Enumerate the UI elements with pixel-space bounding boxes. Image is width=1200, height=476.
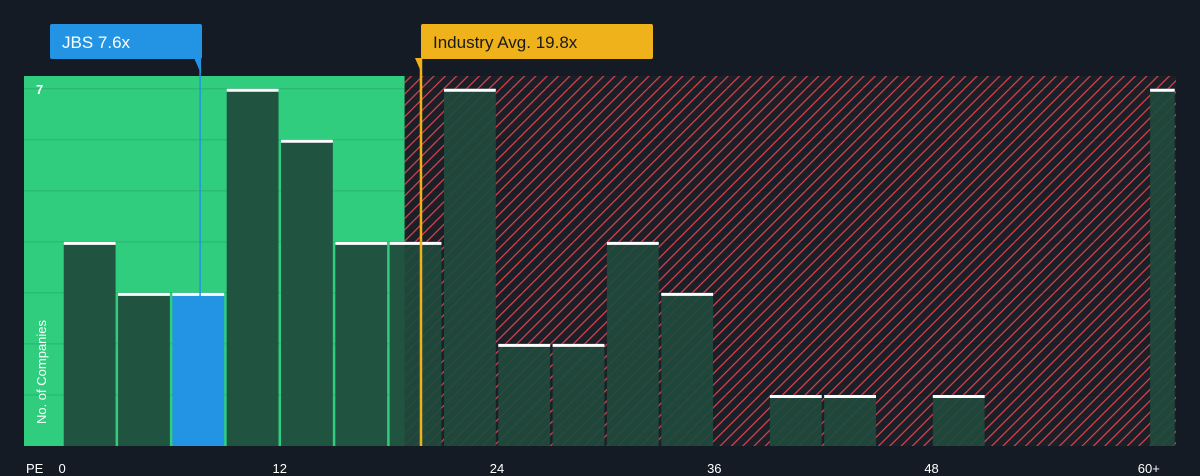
histogram-bar [1150, 88, 1175, 447]
x-tick-label: 0 [59, 461, 66, 476]
histogram-bar [63, 241, 116, 446]
x-tick-label: 48 [924, 461, 938, 476]
histogram-bar [443, 88, 496, 447]
histogram-bar [769, 394, 822, 446]
histogram-bar [552, 343, 605, 446]
histogram-bar [335, 241, 388, 446]
industry-callout-label: Industry Avg. 19.8x [433, 33, 578, 52]
x-tick-label: 12 [273, 461, 287, 476]
industry-callout-box [421, 24, 653, 59]
company-bar [172, 292, 225, 446]
industry-callout: Industry Avg. 19.8x [414, 24, 653, 74]
histogram-bar [498, 343, 551, 446]
y-tick-label: 7 [36, 82, 43, 97]
histogram-bar [389, 241, 442, 446]
x-tick-label: 36 [707, 461, 721, 476]
histogram-bar [226, 88, 279, 447]
histogram-bar [118, 292, 170, 446]
histogram-bar [932, 394, 985, 446]
x-axis-title: PE [26, 461, 44, 476]
histogram-bar [661, 292, 714, 446]
histogram-bar [281, 139, 333, 447]
company-callout-pointer [194, 58, 202, 74]
histogram-bar [606, 241, 659, 446]
company-callout-label: JBS 7.6x [62, 33, 131, 52]
company-callout: JBS 7.6x [50, 24, 202, 74]
histogram-bar [824, 394, 877, 446]
x-tick-label: 60+ [1138, 461, 1160, 476]
company-callout-box [50, 24, 202, 59]
y-axis-title: No. of Companies [34, 319, 49, 424]
industry-callout-pointer [414, 58, 422, 74]
x-tick-label: 24 [490, 461, 504, 476]
